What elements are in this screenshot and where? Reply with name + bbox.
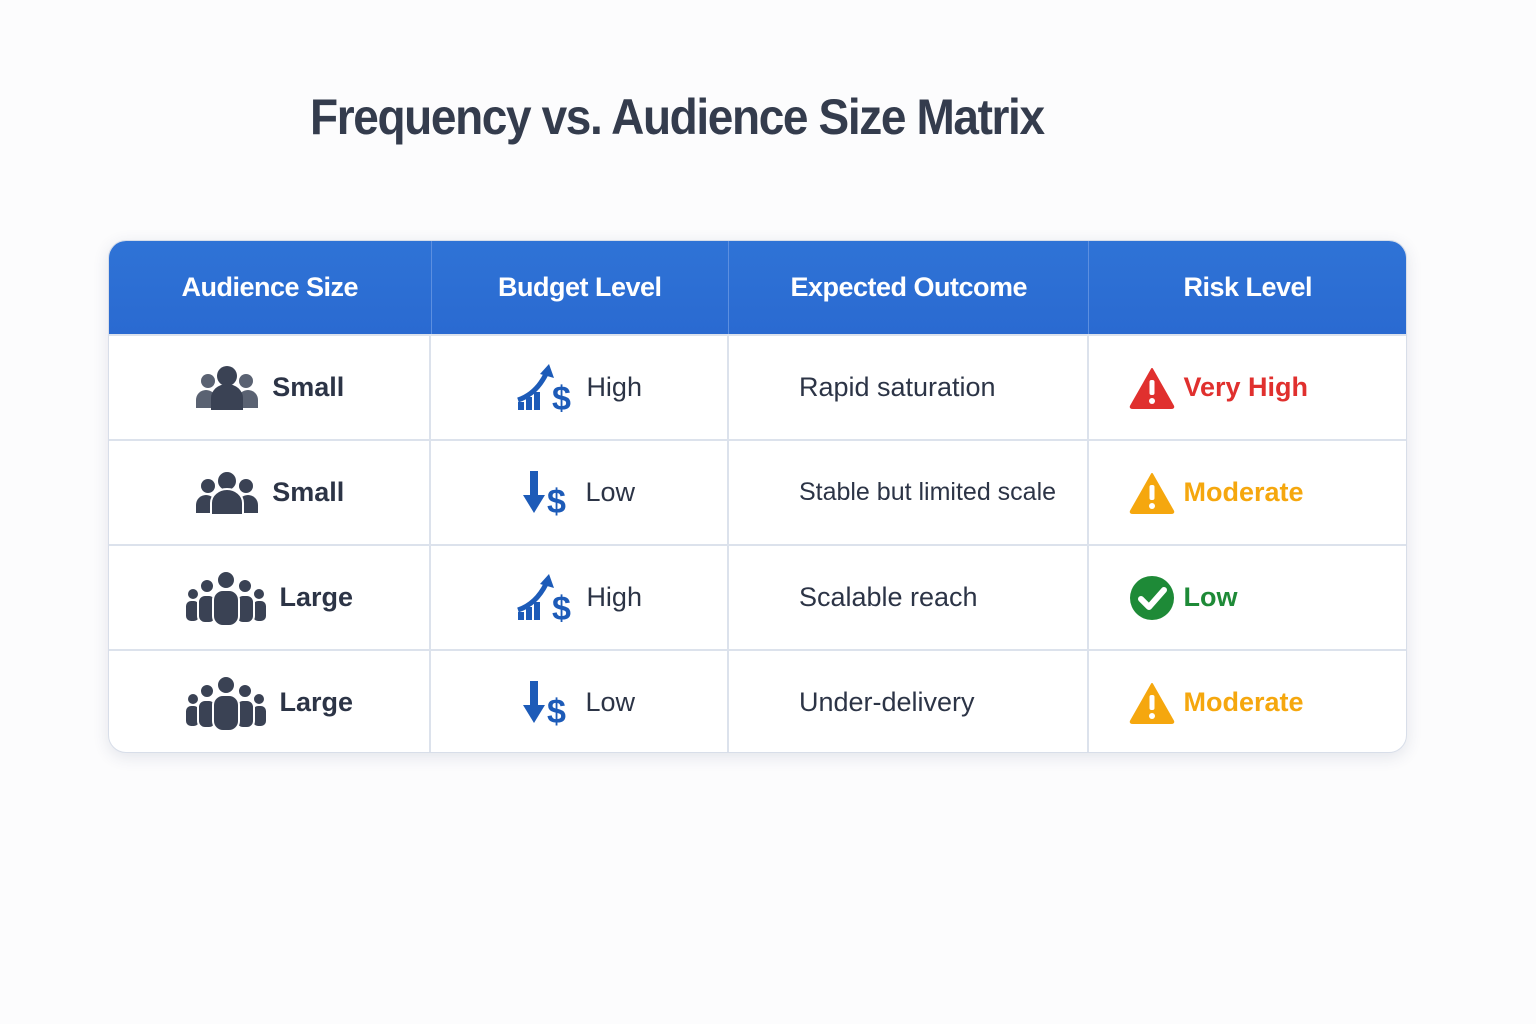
- outcome-cell: Scalable reach: [729, 546, 1090, 649]
- warning-amber-icon: [1129, 682, 1175, 724]
- check-circle-icon: [1129, 575, 1175, 621]
- budget-down-icon: $: [523, 679, 575, 727]
- risk-label: Low: [1183, 582, 1238, 612]
- budget-cell: $ High: [431, 336, 729, 439]
- table-row: Large $ High Scalable reach Low: [109, 544, 1406, 649]
- audience-cell: Large: [109, 651, 432, 752]
- audience-label: Large: [279, 687, 353, 717]
- table-header: Audience Size Budget Level Expected Outc…: [109, 241, 1406, 334]
- audience-label: Small: [272, 372, 345, 402]
- svg-text:$: $: [547, 483, 566, 517]
- audience-cell: Small: [109, 441, 432, 544]
- budget-label: Low: [585, 687, 635, 717]
- header-expected-outcome: Expected Outcome: [729, 241, 1090, 334]
- budget-label: High: [586, 372, 642, 402]
- audience-cell: Large: [109, 546, 432, 649]
- svg-text:$: $: [552, 380, 571, 412]
- large-group-icon: [185, 569, 267, 626]
- outcome-cell: Under-delivery: [729, 651, 1090, 752]
- table-row: Small $ High Rapid saturation Very High: [109, 334, 1406, 439]
- risk-label: Moderate: [1183, 687, 1304, 717]
- svg-text:$: $: [547, 693, 566, 727]
- risk-label: Moderate: [1183, 477, 1304, 507]
- budget-cell: $ Low: [431, 441, 729, 544]
- page-title: Frequency vs. Audience Size Matrix: [310, 89, 1045, 145]
- risk-cell: Very High: [1089, 336, 1406, 439]
- risk-cell: Low: [1089, 546, 1406, 649]
- svg-text:$: $: [552, 590, 571, 622]
- outcome-cell: Rapid saturation: [729, 336, 1090, 439]
- budget-cell: $ High: [431, 546, 729, 649]
- small-group-icon: [194, 364, 260, 412]
- table-row: Small $ Low Stable but limited scale Mod…: [109, 439, 1406, 544]
- risk-label: Very High: [1183, 372, 1309, 402]
- budget-up-icon: $: [516, 573, 576, 622]
- table-row: Large $ Low Under-delivery Moderate: [109, 649, 1406, 752]
- budget-down-icon: $: [523, 469, 575, 517]
- audience-label: Large: [279, 582, 353, 612]
- audience-label: Small: [272, 477, 345, 507]
- budget-label: Low: [585, 477, 635, 507]
- matrix-table: Audience Size Budget Level Expected Outc…: [108, 240, 1407, 753]
- header-budget-level: Budget Level: [432, 241, 730, 334]
- risk-cell: Moderate: [1089, 441, 1406, 544]
- outcome-cell: Stable but limited scale: [729, 441, 1090, 544]
- budget-up-icon: $: [516, 363, 576, 412]
- warning-red-icon: [1129, 367, 1175, 409]
- audience-cell: Small: [109, 336, 432, 439]
- small-group-icon: [194, 469, 260, 517]
- budget-cell: $ Low: [431, 651, 729, 752]
- risk-cell: Moderate: [1089, 651, 1406, 752]
- budget-label: High: [586, 582, 642, 612]
- header-audience-size: Audience Size: [109, 241, 432, 334]
- header-risk-level: Risk Level: [1183, 272, 1313, 302]
- warning-amber-icon: [1129, 472, 1175, 514]
- large-group-icon: [185, 674, 267, 731]
